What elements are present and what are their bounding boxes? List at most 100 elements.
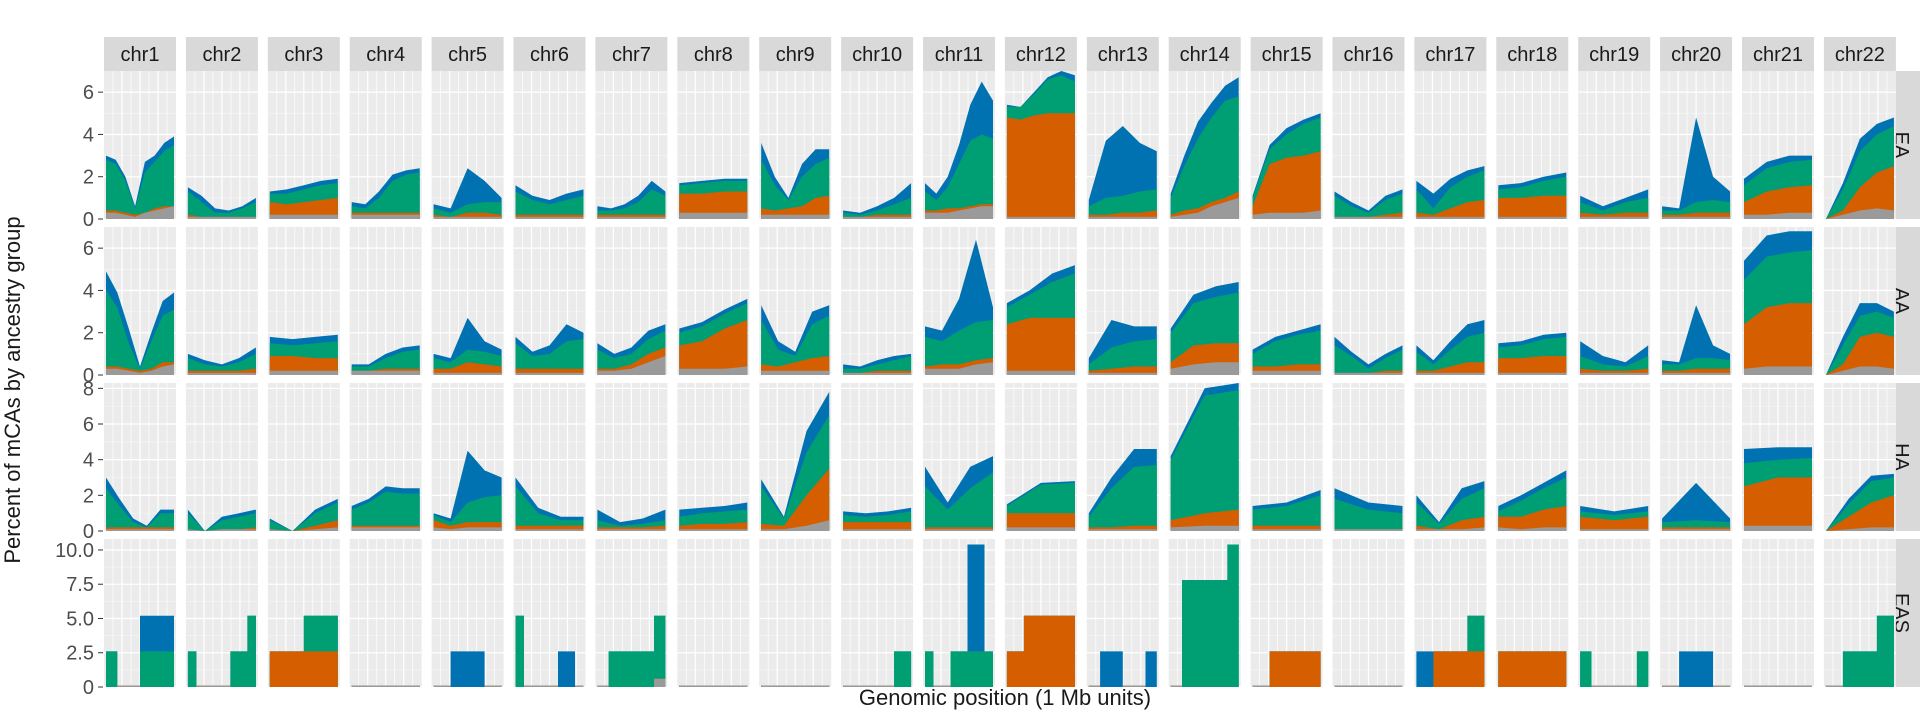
area-layer-green [433, 495, 502, 531]
facet-strip-label: chr11 [935, 44, 984, 66]
area-layer-grey [1825, 527, 1894, 531]
area-layer-orange [433, 362, 502, 375]
area-layer-orange [1498, 651, 1567, 687]
area-layer-grey [106, 206, 174, 219]
area-layer-orange [679, 522, 748, 531]
area-layer-grey [1744, 685, 1812, 687]
area-layer-grey [1662, 216, 1731, 219]
facet-strip-label: chr3 [284, 44, 323, 66]
facet-strip-label: chr6 [530, 44, 569, 66]
panel-ha-chr2 [185, 383, 258, 532]
panel-eas-chr3 [267, 539, 340, 688]
facet-strip-chr13 [1086, 37, 1159, 71]
facet-strip-chr6 [513, 37, 586, 71]
facet-strip-label: chr7 [612, 44, 651, 66]
area-layer-green [1334, 345, 1403, 375]
area-layer-orange [269, 520, 338, 531]
panel-aa-chr2 [185, 227, 258, 376]
area-layer-green [597, 189, 666, 219]
y-tick-label: 4 [83, 280, 94, 302]
facet-strip-label: chr22 [1835, 44, 1885, 66]
panel-eas-chr12 [1004, 539, 1077, 688]
area-layer-green [187, 513, 256, 531]
facet-strip-chr10 [841, 37, 914, 71]
area-layer-grey [106, 529, 174, 531]
area-layer-grey [761, 370, 830, 375]
area-layer-grey [1334, 372, 1403, 375]
area-layer-grey [679, 366, 748, 375]
area-layer-grey [351, 214, 420, 219]
y-tick-label: 4 [83, 124, 94, 146]
panel-aa-chr4 [349, 227, 422, 376]
panel-eas-chr6 [513, 539, 586, 688]
area-layer-grey [433, 216, 502, 219]
area-layer-green [1088, 339, 1157, 375]
panel-eas-chr8 [677, 539, 750, 688]
panel-aa-chr3 [267, 227, 340, 376]
area-layer-orange [761, 468, 830, 531]
area-layer-green [106, 290, 174, 375]
area-layer-orange [1825, 332, 1894, 375]
panel-aa-chr18 [1496, 227, 1569, 376]
facet-strip-label: chr8 [694, 44, 733, 66]
panel-aa-chr12 [1004, 227, 1077, 376]
panel-eas-chr21 [1742, 539, 1814, 688]
area-layer-blue [925, 544, 993, 687]
panel-eas-chr16 [1332, 539, 1405, 688]
area-layer-grey [1006, 527, 1075, 531]
area-layer-grey [1334, 685, 1403, 687]
y-tick-label: 4 [83, 450, 94, 472]
area-layer-grey [187, 529, 256, 531]
area-layer-orange [843, 522, 912, 531]
area-layer-green [1170, 96, 1239, 219]
panel-ha-chr11 [923, 383, 995, 532]
area-layer-green [515, 486, 584, 531]
area-layer-grey [351, 370, 420, 375]
facet-strip-chr16 [1332, 37, 1405, 71]
area-layer-orange [1416, 200, 1485, 219]
panel-ea-chr8 [677, 71, 750, 220]
area-layer-grey [1498, 372, 1567, 375]
y-tick-label: 5.0 [66, 608, 94, 630]
area-layer-orange [1006, 513, 1075, 531]
panel-aa-chr9 [759, 227, 832, 376]
panel-ea-chr12 [1004, 71, 1077, 220]
y-tick-label: 0 [83, 521, 94, 543]
area-layer-orange [1416, 362, 1485, 375]
area-layer-grey [1580, 372, 1649, 375]
facet-strip-label: chr15 [1262, 44, 1312, 66]
area-layer-grey [1334, 529, 1403, 531]
area-layer-grey [925, 685, 993, 687]
area-layer-green [1170, 544, 1239, 687]
area-layer-grey [433, 685, 502, 687]
panel-eas-chr19 [1578, 539, 1651, 688]
panel-eas-chr2 [185, 539, 258, 688]
area-layer-grey [761, 214, 830, 219]
panel-ea-chr9 [759, 71, 832, 220]
area-layer-green [843, 356, 912, 375]
panel-ha-chr14 [1168, 383, 1241, 532]
panel-ha-chr3 [267, 383, 340, 532]
facet-strip-chr22 [1823, 37, 1896, 71]
panel-ha-chr12 [1004, 383, 1077, 532]
area-layer-grey [1334, 216, 1403, 219]
panel-ha-chr19 [1578, 383, 1651, 532]
area-layer-orange [1825, 166, 1894, 219]
area-layer-orange [1498, 195, 1567, 219]
panel-eas-chr1 [104, 539, 176, 688]
area-layer-orange [1088, 210, 1157, 219]
area-layer-grey [1580, 685, 1649, 687]
panel-ea-chr17 [1414, 71, 1487, 220]
facet-strip-chr19 [1578, 37, 1651, 71]
facet-strip-label: chr12 [1016, 44, 1066, 66]
area-layer-grey [1252, 370, 1321, 375]
panel-ha-chr10 [841, 383, 914, 532]
area-layer-grey [106, 685, 174, 687]
area-layer-grey [761, 685, 830, 687]
area-layer-orange [269, 197, 338, 219]
area-layer-grey [597, 529, 666, 531]
area-layer-grey [1744, 366, 1812, 375]
panel-ha-chr21 [1742, 383, 1814, 532]
area-layer-orange [1006, 113, 1075, 219]
panel-ea-chr5 [431, 71, 504, 220]
